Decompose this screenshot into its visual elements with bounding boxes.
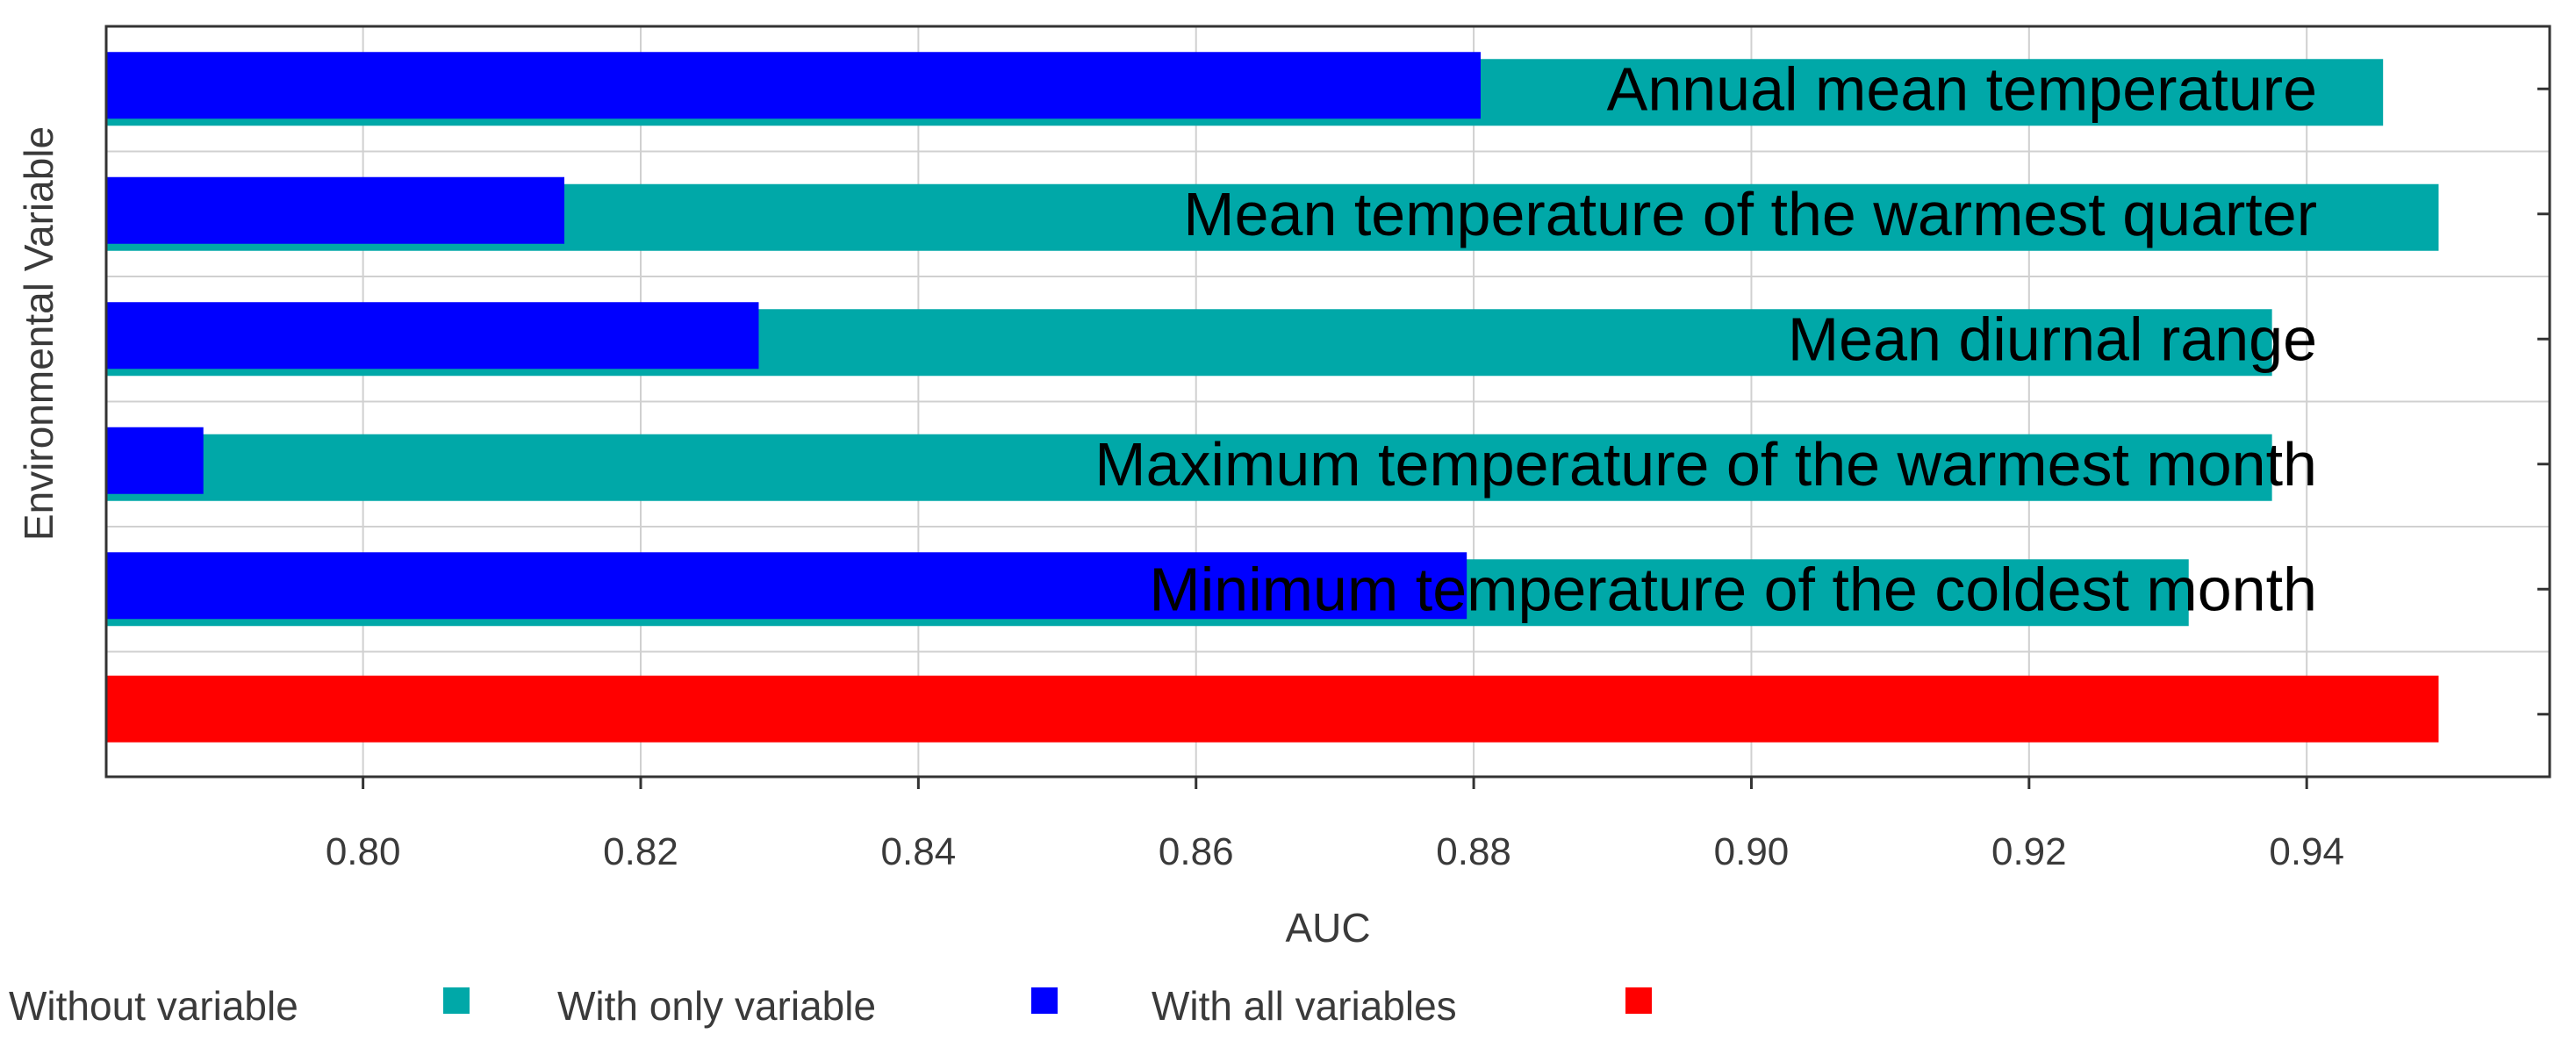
x-tick-label: 0.88 [1436,830,1511,873]
category-label: Maximum temperature of the warmest month [1094,430,2317,499]
bar-with-only-variable [106,302,759,370]
x-tick-label: 0.84 [881,830,957,873]
category-label: Mean diurnal range [1788,305,2317,373]
bars-layer [106,52,2439,743]
y-axis-title: Environmental Variable [16,126,61,541]
category-label: Mean temperature of the warmest quarter [1183,180,2317,248]
x-axis-title: AUC [1285,905,1370,951]
legend-item: Without variable [9,983,470,1029]
legend-item: With all variables [1152,983,1652,1029]
legend-label: With all variables [1152,983,1457,1029]
bar-with-only-variable [106,176,564,244]
legend-item: With only variable [557,983,1058,1029]
x-tick-label: 0.90 [1714,830,1790,873]
x-tick-label: 0.94 [2269,830,2344,873]
ticks-layer: 0.80 0.82 0.84 0.86 0.88 0.90 0.92 0.94 [326,87,2550,873]
bar-without-variable [106,434,2272,501]
bar-with-all-variables [106,675,2439,743]
legend-label: With only variable [557,983,876,1029]
legend-swatch [443,987,470,1014]
legend: Without variable With only variable With a… [9,983,1652,1029]
x-tick-label: 0.86 [1159,830,1234,873]
legend-swatch [1625,987,1652,1014]
plot-frame [104,25,2551,779]
legend-label: Without variable [9,983,298,1029]
bar-with-only-variable [106,552,1467,620]
bar-with-only-variable [106,52,1481,119]
category-label: Annual mean temperature [1607,54,2317,123]
grid-layer [106,26,2550,777]
bar-labels-layer: Annual mean temperature Mean temperature … [1094,54,2317,623]
bar-with-only-variable [106,427,204,494]
legend-swatch [1031,987,1058,1014]
x-tick-label: 0.92 [1991,830,2067,873]
x-tick-label: 0.82 [603,830,678,873]
category-label: Minimum temperature of the coldest month [1149,555,2317,623]
x-tick-label: 0.80 [326,830,401,873]
